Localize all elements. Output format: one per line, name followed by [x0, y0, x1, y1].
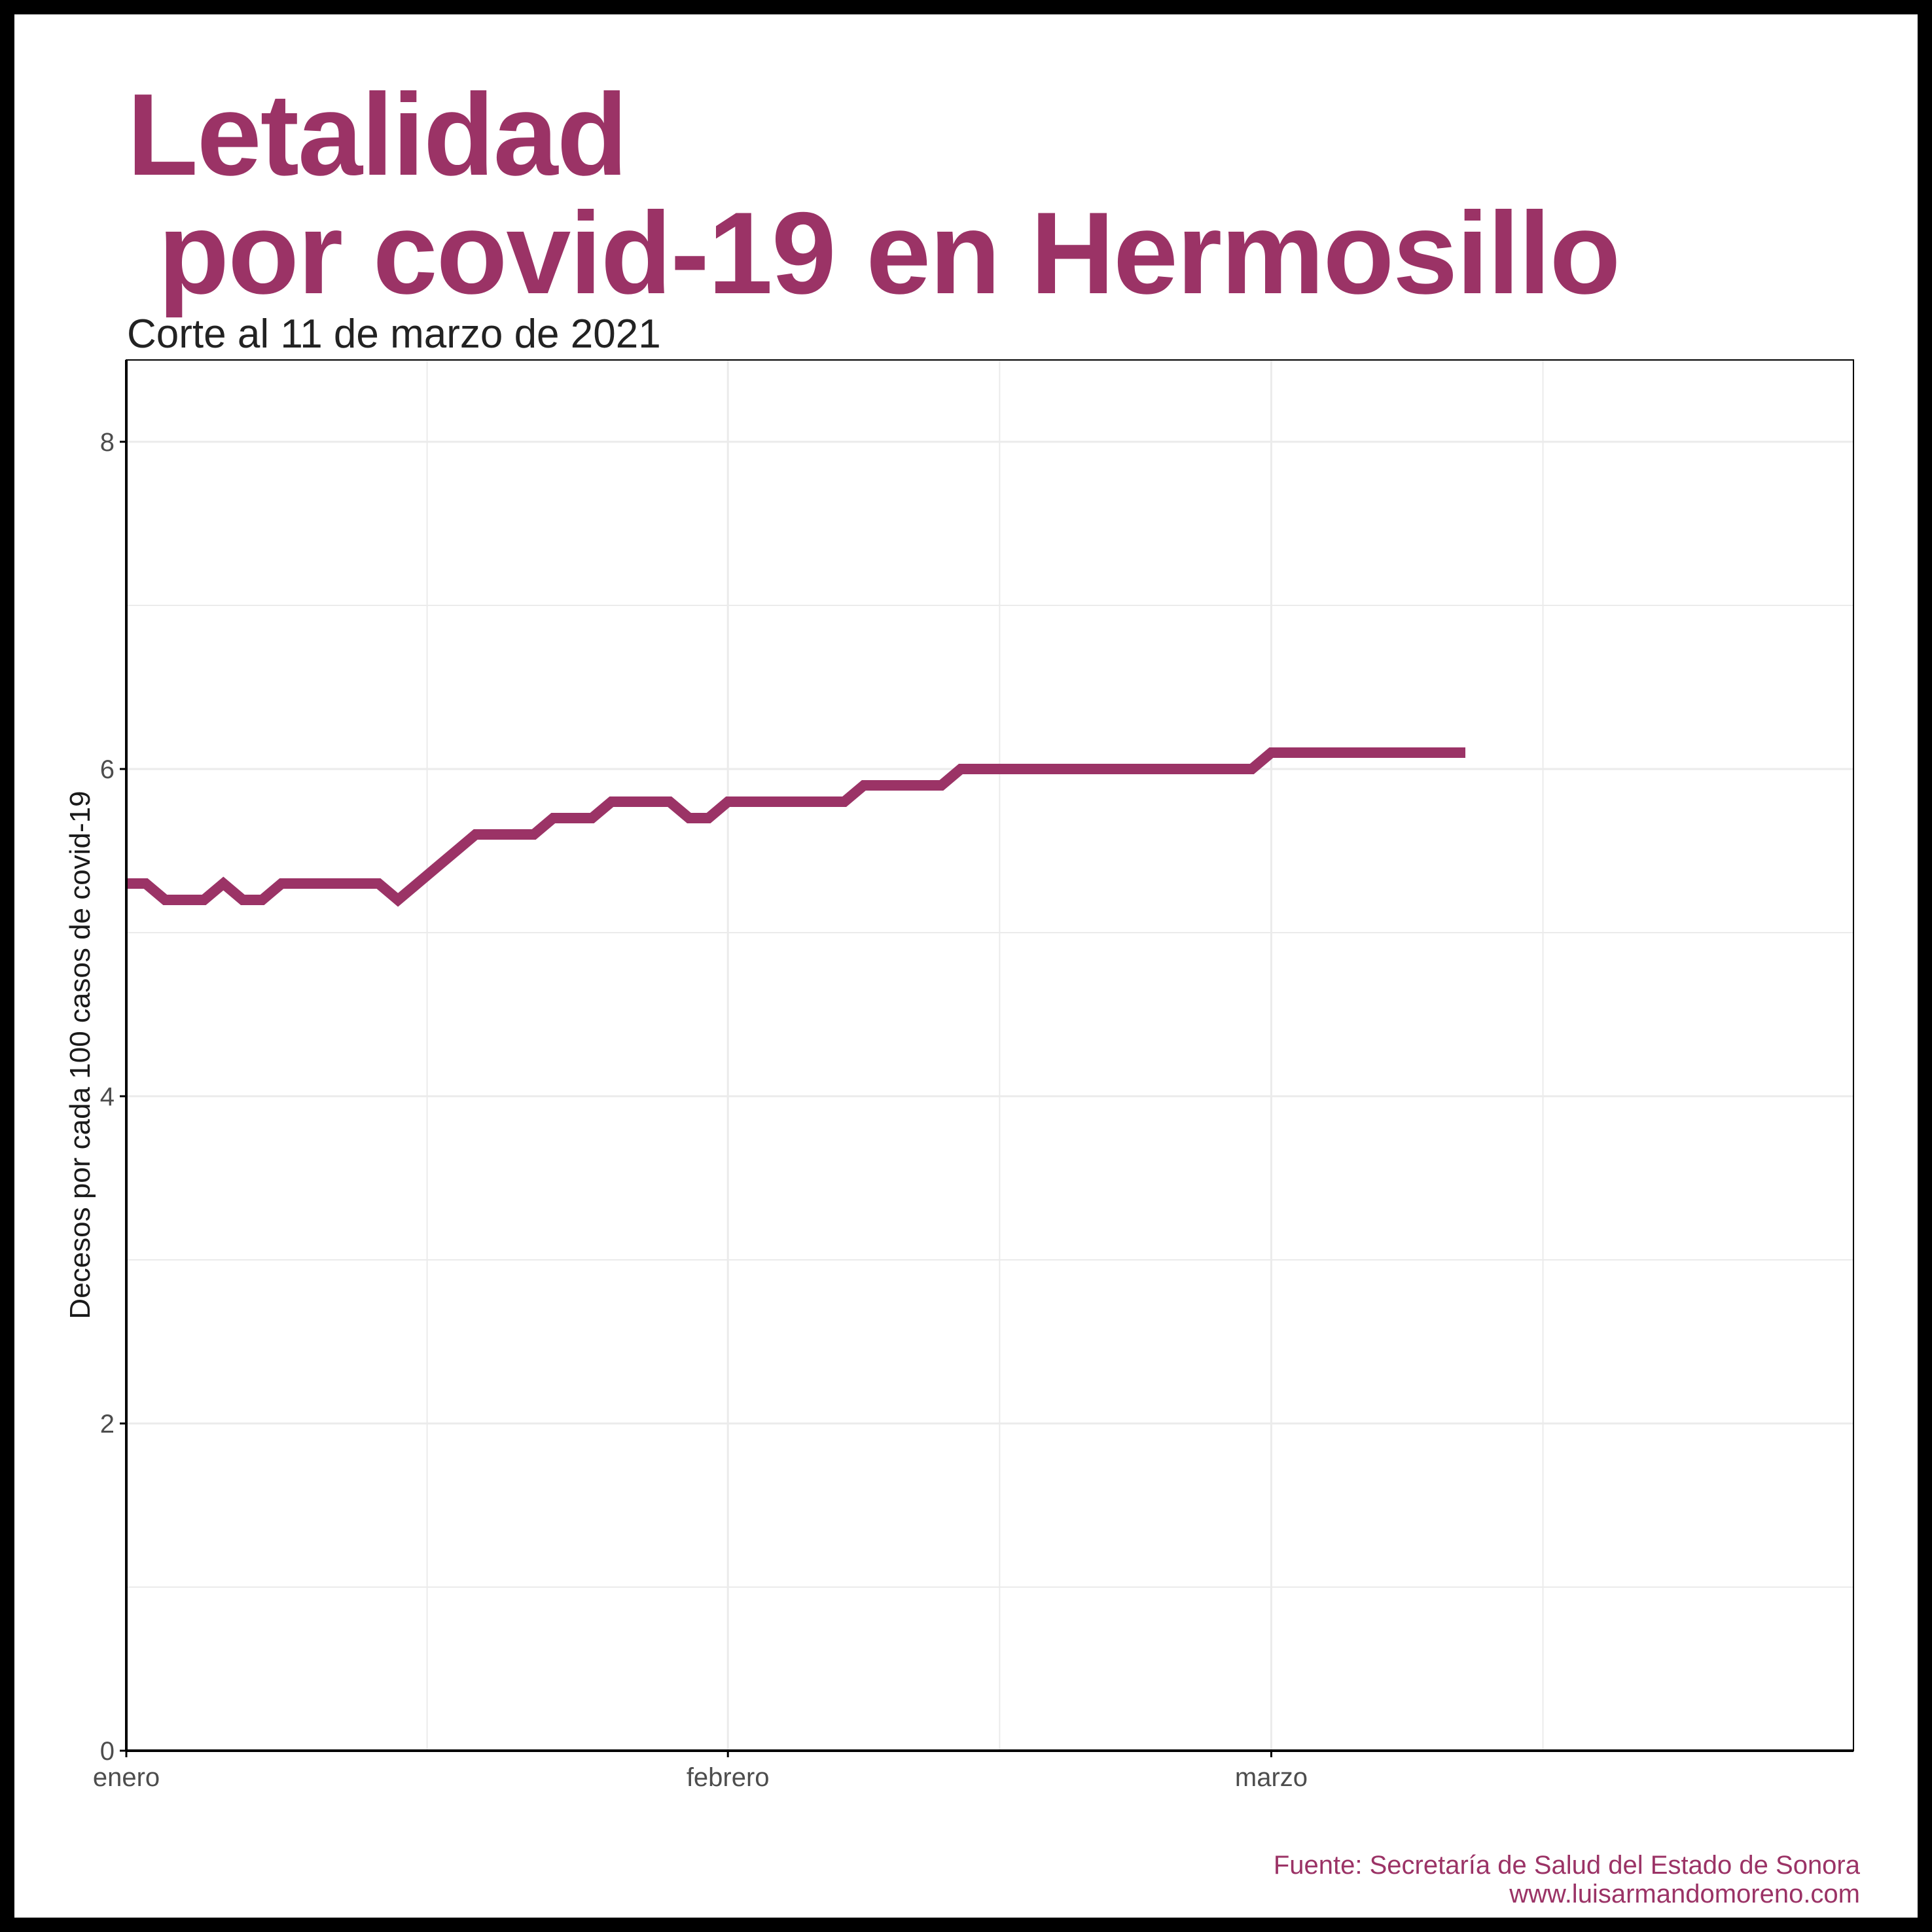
grid-minor-lines: [126, 360, 1853, 1751]
series-line: [126, 747, 1465, 907]
x-axis-ticks: enero febrero marzo: [93, 1751, 1308, 1792]
source-caption: Fuente: Secretaría de Salud del Estado d…: [1273, 1851, 1860, 1880]
y-tick-label: 6: [100, 755, 115, 784]
x-tick-label: enero: [93, 1763, 160, 1792]
x-tick-label: marzo: [1235, 1763, 1308, 1792]
y-tick-label: 4: [100, 1082, 115, 1111]
x-tick-label: febrero: [687, 1763, 770, 1792]
chart-title-line-1: Letalidad: [127, 69, 628, 200]
chart-title-line-2: por covid-19 en Hermosillo: [127, 188, 1620, 318]
website-caption: www.luisarmandomoreno.com: [1509, 1880, 1860, 1908]
y-tick-label: 8: [100, 428, 115, 457]
line-chart: 0 2 4 6 8 enero febrero marzo Decesos por cada…: [64, 359, 1854, 1792]
chart-subtitle: Corte al 11 de marzo de 2021: [127, 312, 661, 357]
series-layer: [126, 747, 1465, 907]
chart-canvas: Letalidad por covid-19 en Hermosillo Cor…: [14, 14, 1918, 1918]
y-axis-label: Decesos por cada 100 casos de covid-19: [64, 791, 96, 1319]
y-tick-label: 2: [100, 1410, 115, 1439]
y-axis-ticks: 0 2 4 6 8: [100, 428, 126, 1766]
y-tick-label: 0: [100, 1737, 115, 1766]
plot-background: [126, 360, 1853, 1751]
